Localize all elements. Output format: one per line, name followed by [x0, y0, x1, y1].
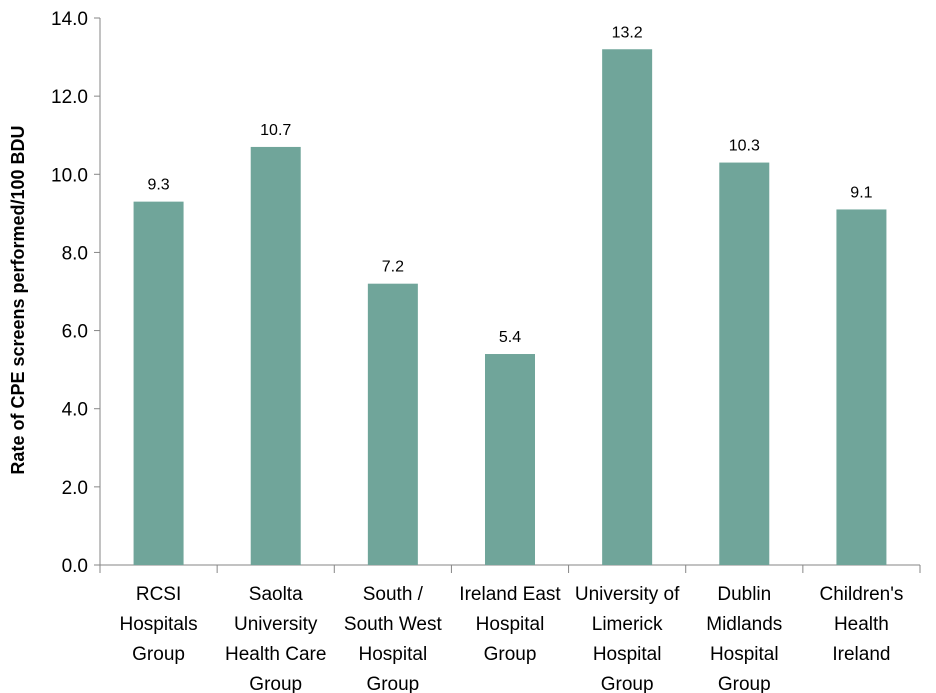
- bar: [602, 49, 653, 565]
- y-axis-title: Rate of CPE screens performed/100 BDU: [8, 125, 28, 474]
- category-label-line: South /: [363, 584, 424, 605]
- bar: [719, 162, 770, 566]
- axes: 0.0 2.0 4.0 6.0 8.0 10.0 12.0 14.0: [51, 9, 921, 577]
- data-label: 10.3: [729, 138, 760, 155]
- category-label-line: Group: [366, 674, 419, 693]
- y-tick-label: 6.0: [62, 322, 88, 343]
- labels: 9.3 RCSI Hospitals Group 10.7 Saolta Universit…: [119, 24, 903, 693]
- category-label-line: Ireland East: [459, 584, 561, 605]
- data-label: 10.7: [260, 122, 291, 139]
- data-label: 13.2: [612, 24, 643, 41]
- category-label: South / South West Hospital Group: [344, 584, 443, 693]
- y-tick-label: 4.0: [62, 400, 88, 421]
- category-label-line: RCSI: [136, 584, 181, 605]
- category-label-line: Group: [718, 674, 771, 693]
- category-label: Saolta University Health Care Group: [225, 584, 326, 693]
- bar: [485, 354, 535, 565]
- category-label-line: Hospitals: [119, 614, 197, 635]
- category-label-line: South West: [344, 614, 443, 635]
- data-label: 5.4: [499, 329, 521, 346]
- y-tick-label: 8.0: [62, 243, 88, 264]
- category-label: Children's Health Ireland: [819, 584, 903, 665]
- category-label-line: Hospital: [593, 644, 662, 665]
- bars: [133, 49, 887, 566]
- category-label-line: University of: [575, 584, 680, 605]
- category-label-line: Ireland: [832, 644, 890, 665]
- bar: [367, 283, 418, 565]
- category-label-line: Health: [834, 614, 889, 635]
- data-label: 7.2: [382, 259, 404, 276]
- category-label-line: Group: [249, 674, 302, 693]
- data-label: 9.1: [850, 184, 872, 201]
- category-label-line: Group: [484, 644, 537, 665]
- y-tick-label: 14.0: [51, 9, 88, 30]
- y-tick-label: 12.0: [51, 87, 88, 108]
- category-label-line: Midlands: [706, 614, 782, 635]
- category-label-line: Hospital: [710, 644, 779, 665]
- category-label: Dublin Midlands Hospital Group: [706, 584, 782, 693]
- category-label-line: Group: [601, 674, 654, 693]
- category-label: Ireland East Hospital Group: [459, 584, 561, 665]
- category-label: University of Limerick Hospital Group: [575, 584, 680, 693]
- category-label-line: Hospital: [359, 644, 428, 665]
- category-label-line: Health Care: [225, 644, 326, 665]
- category-label-line: University: [234, 614, 318, 635]
- bar: [133, 201, 184, 565]
- category-label-line: Group: [132, 644, 185, 665]
- category-label-line: Hospital: [476, 614, 545, 635]
- category-label-line: Dublin: [717, 584, 771, 605]
- y-tick-label: 0.0: [62, 556, 88, 577]
- category-label-line: Limerick: [592, 614, 663, 635]
- category-label-line: Saolta: [249, 584, 303, 605]
- category-label-line: Children's: [819, 584, 903, 605]
- y-tick-label: 2.0: [62, 478, 88, 499]
- category-label: RCSI Hospitals Group: [119, 584, 197, 665]
- bar: [250, 146, 301, 565]
- bar: [836, 209, 887, 565]
- y-tick-label: 10.0: [51, 165, 88, 186]
- data-label: 9.3: [147, 177, 169, 194]
